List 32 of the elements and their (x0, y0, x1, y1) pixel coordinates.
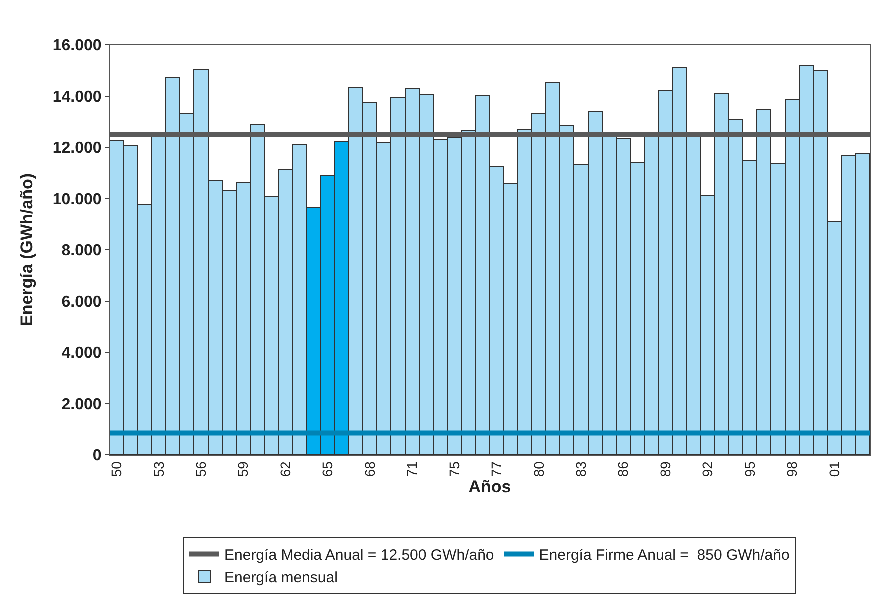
x-tick-label: 62 (277, 461, 294, 478)
x-tick-label: 68 (362, 461, 378, 478)
x-tick-label: 53 (150, 461, 167, 478)
y-tick-label: 16.000 (52, 38, 102, 55)
legend-label: Energía mensual (224, 570, 338, 587)
x-tick-label: 56 (193, 461, 210, 478)
y-tick-label: 8.000 (62, 242, 102, 260)
x-tick-label: 95 (742, 461, 758, 478)
x-tick-label: 75 (446, 461, 462, 478)
y-axis-title: Energía (GWh/año) (17, 174, 36, 326)
y-tick-label: 14.000 (52, 88, 102, 106)
x-tick-label: 98 (784, 461, 800, 478)
x-tick-label: 92 (700, 461, 716, 478)
x-tick-label: 50 (108, 461, 125, 478)
legend-label: Energía Firme Anual = 850 GWh/año (539, 547, 790, 564)
y-tick-label: 0 (92, 448, 102, 465)
y-tick-label: 2.000 (62, 396, 102, 414)
x-tick-label: 71 (404, 461, 420, 478)
y-tick-label: 4.000 (62, 345, 102, 362)
x-tick-label: 59 (235, 461, 252, 478)
y-tick-label: 12.000 (52, 140, 102, 158)
x-tick-label: 77 (488, 461, 505, 478)
x-tick-label: 01 (826, 461, 842, 478)
y-tick-label: 6.000 (62, 294, 102, 311)
x-tick-label: 83 (573, 461, 590, 478)
x-tick-label: 65 (320, 461, 336, 478)
x-axis-title: Años (468, 478, 512, 497)
x-tick-label: 80 (530, 461, 547, 478)
x-tick-label: 89 (657, 461, 674, 478)
legend-label: Energía Media Anual = 12.500 GWh/año (224, 547, 494, 564)
x-tick-label: 86 (615, 461, 632, 478)
y-tick-label: 10.000 (52, 191, 102, 208)
